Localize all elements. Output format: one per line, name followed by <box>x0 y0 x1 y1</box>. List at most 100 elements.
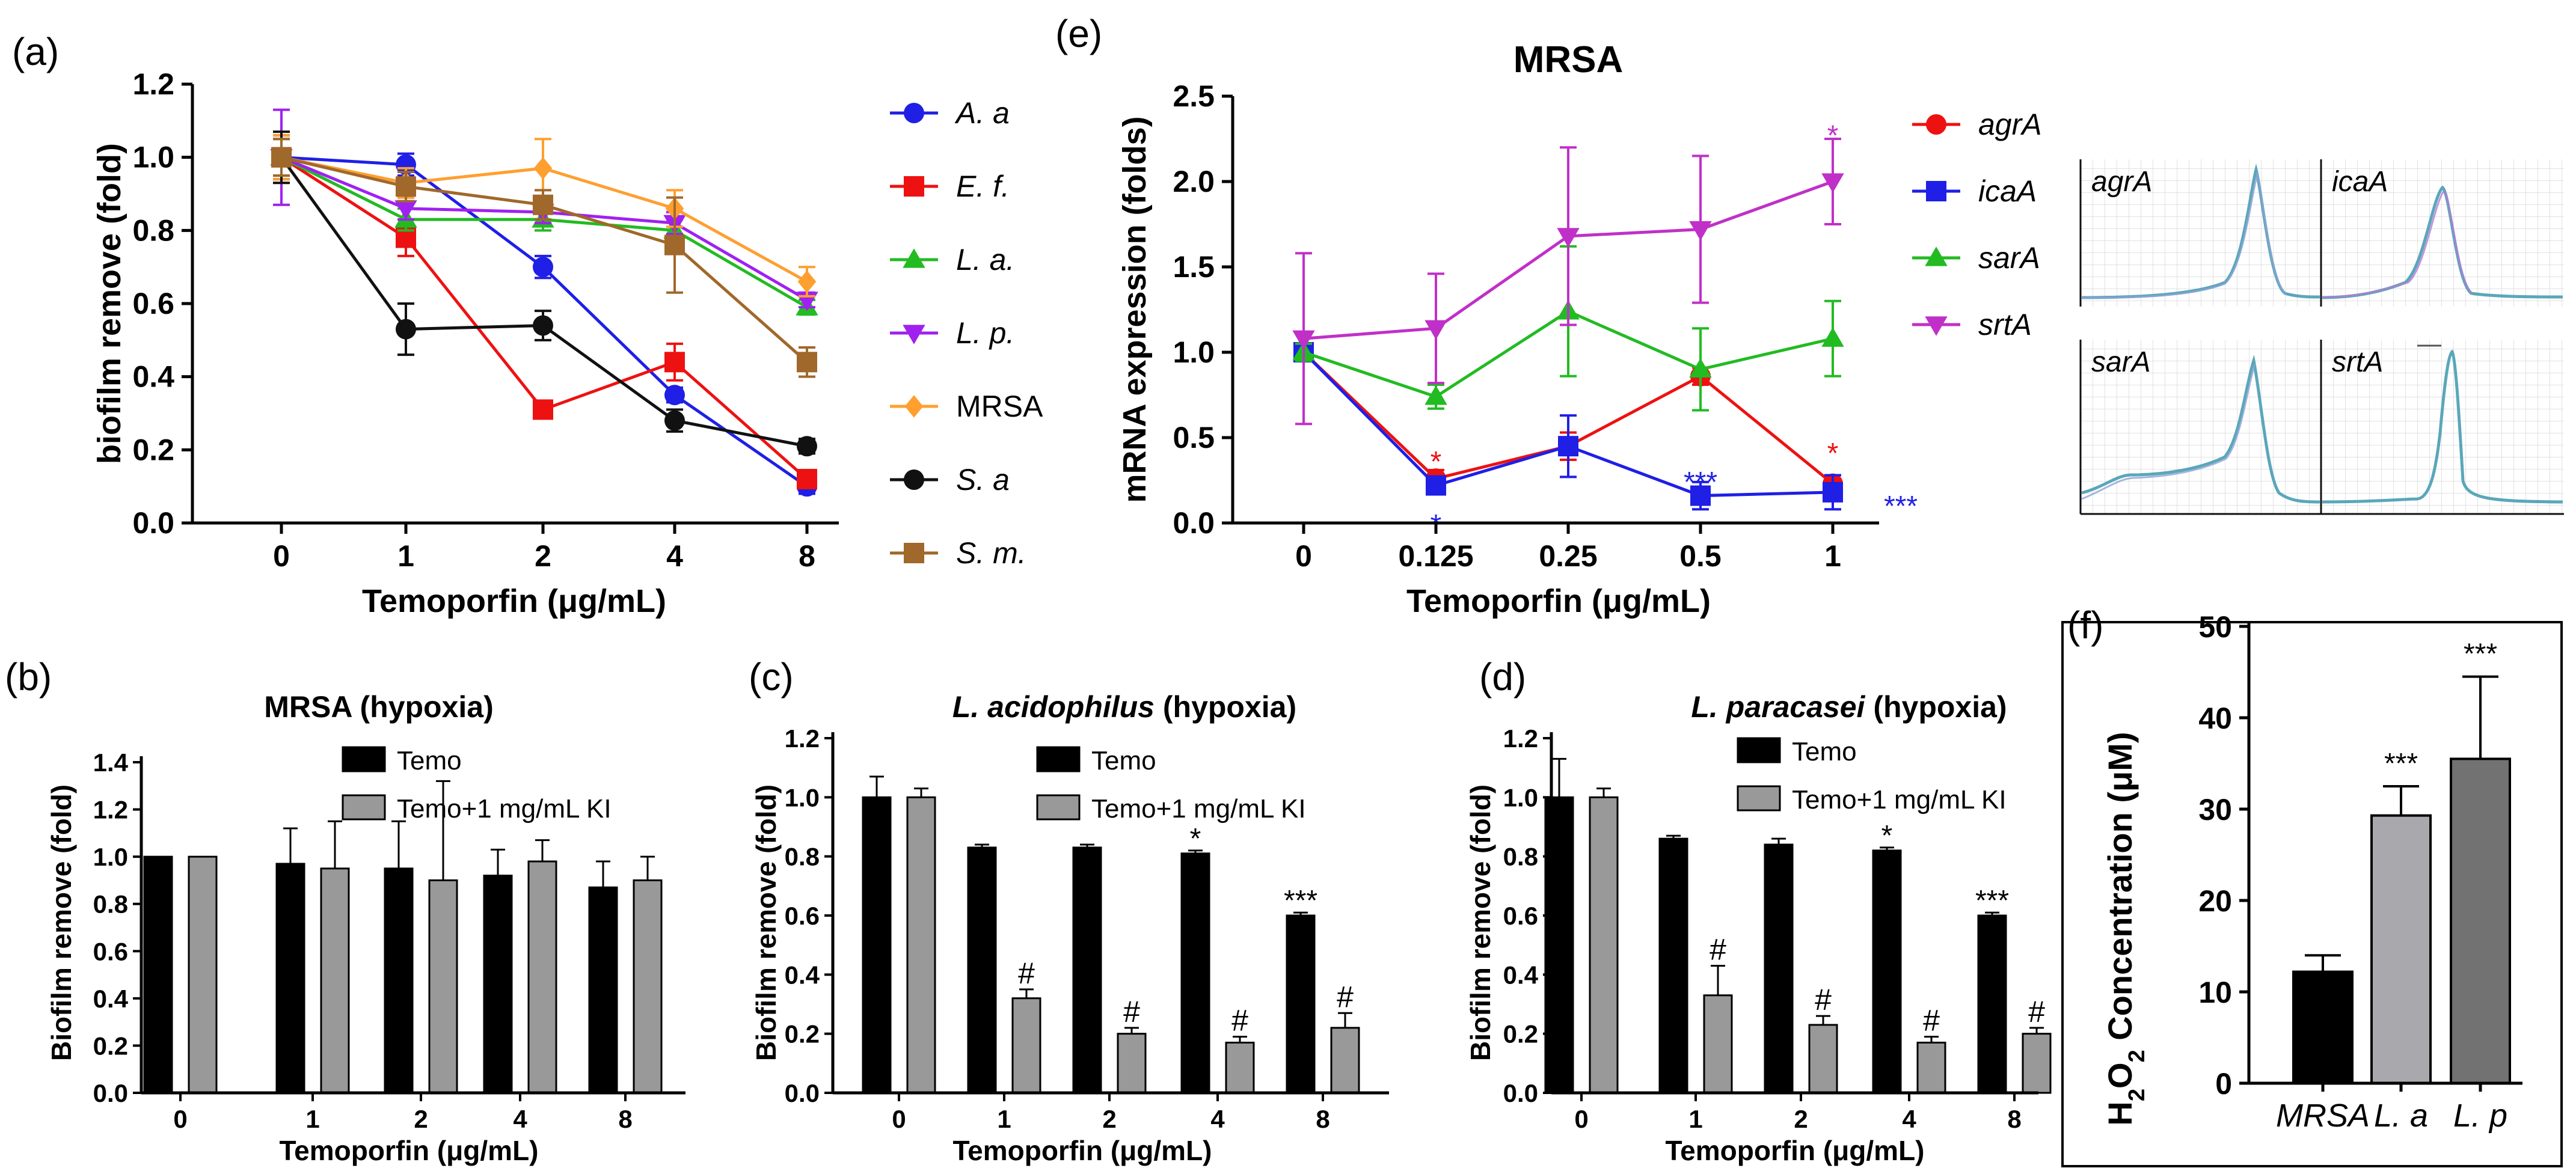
panel-f-frame <box>2061 621 2563 1167</box>
f-significance-mark: *** <box>2384 748 2418 780</box>
melt-curve-agrA-bg <box>2081 159 2321 307</box>
d-bar <box>1977 914 2007 1094</box>
e-series-3 <box>1292 138 1844 426</box>
a-ytick-label: 1.0 <box>132 141 174 174</box>
e-ytick-label: 2.0 <box>1173 165 1215 198</box>
melt-label-agrA: agrA <box>2091 166 2152 198</box>
e-data-point <box>1821 327 1844 347</box>
e-xtick-label: 0.125 <box>1398 539 1473 573</box>
f-bar <box>2292 970 2354 1085</box>
c-bar <box>906 796 936 1094</box>
b-xtick-label: 8 <box>618 1105 632 1133</box>
d-bar <box>1589 796 1619 1094</box>
a-ytick-label: 0.8 <box>132 213 174 247</box>
a-data-point <box>664 352 685 373</box>
b-legend-label: Temo <box>397 746 462 775</box>
a-ytick-label: 0.2 <box>132 433 174 466</box>
d-ytick-label: 0.2 <box>1503 1020 1538 1048</box>
e-data-point <box>1557 228 1580 248</box>
e-legend-label: sarA <box>1978 241 2040 275</box>
e-legend-label: srtA <box>1978 308 2032 341</box>
d-legend-swatch <box>1737 785 1781 812</box>
f-xtick-label: L. a <box>2374 1098 2428 1134</box>
b-bar <box>275 863 305 1094</box>
c-xtick-label: 0 <box>892 1105 906 1133</box>
panel-d-xlabel: Temoporfin (μg/mL) <box>1665 1135 1924 1166</box>
e-data-point <box>1689 221 1712 241</box>
panel-c-plot: 0.00.20.40.60.81.01.20 1 2 4 8****## ##TemoTe… <box>785 724 1389 1133</box>
b-bar <box>384 867 414 1094</box>
a-legend-label: L. p. <box>956 316 1014 350</box>
melt-label-sarA: sarA <box>2091 346 2151 378</box>
panel-e-xlabel: Temoporfin (μg/mL) <box>1406 583 1711 619</box>
a-legend-label: L. a. <box>956 243 1014 277</box>
f-xtick-label: L. p <box>2453 1098 2507 1134</box>
a-xtick-label: 2 <box>535 539 551 573</box>
c-bar <box>1072 846 1102 1094</box>
a-xtick-label: 8 <box>799 539 815 573</box>
c-significance-mark: * <box>1190 823 1201 855</box>
panel-d-ylabel: Biofilm remove (fold) <box>1465 784 1496 1061</box>
a-legend-marker <box>904 395 924 418</box>
b-xtick-label: 4 <box>513 1105 527 1133</box>
a-legend-item: MRSA <box>890 390 1043 423</box>
e-data-point <box>1823 482 1843 503</box>
d-ytick-label: 0.0 <box>1503 1079 1538 1107</box>
d-ytick-label: 1.2 <box>1503 724 1538 753</box>
panel-c-ylabel: Biofilm remove (fold) <box>750 784 782 1061</box>
panel-e-x-ticks: 0 0.125 0.25 0.5 1 <box>1295 523 1841 573</box>
e-data-point <box>1426 475 1446 496</box>
melt-curve-grid: agrA icaA sarA srtA <box>2079 159 2564 515</box>
d-ytick-label: 0.8 <box>1503 843 1538 871</box>
d-bar <box>1872 849 1902 1094</box>
d-significance-mark: # <box>1815 983 1832 1017</box>
d-bar <box>2022 1033 2052 1094</box>
a-data-point <box>664 410 685 431</box>
panel-b: (b) MRSA (hypoxia) 0.0 0.2 0.4 0.6 0.8 1.0 1.2… <box>5 655 685 1166</box>
a-data-point <box>394 200 417 220</box>
a-data-point <box>533 194 553 215</box>
panel-a-x-ticks: 0 1 2 4 8 <box>273 523 815 573</box>
a-ytick-label: 0.0 <box>132 506 174 540</box>
e-data-point <box>1690 485 1711 506</box>
b-bar <box>320 867 350 1094</box>
e-xtick-label: 0.5 <box>1679 539 1722 573</box>
a-legend-item: E. f. <box>890 170 1010 203</box>
panel-c: (c) L. acidophilus (hypoxia) 0.0 0.2 0.4 0.… <box>749 655 1389 1166</box>
b-bar <box>143 855 173 1094</box>
f-xtick-label: MRSA <box>2276 1098 2370 1134</box>
e-ytick-label: 1.5 <box>1173 250 1215 284</box>
a-data-point <box>271 147 292 168</box>
f-bar <box>2370 814 2432 1084</box>
panel-f-plot: 0 10 20 30 40 50 MRSA *** L. a *** L. p <box>2198 610 2522 1134</box>
c-ytick-label: 1.2 <box>785 724 820 753</box>
a-xtick-label: 1 <box>397 539 414 573</box>
b-ytick-label: 1.4 <box>93 748 129 777</box>
e-data-point <box>1689 358 1712 378</box>
f-significance-mark: *** <box>2464 638 2497 670</box>
e-data-point <box>1821 173 1844 193</box>
a-legend-label: E. f. <box>956 170 1010 203</box>
panel-label-d: (d) <box>1479 655 1526 699</box>
f-ytick-label: 10 <box>2198 976 2232 1009</box>
a-ytick-label: 0.4 <box>132 360 174 394</box>
d-xtick-label: 1 <box>1688 1105 1702 1133</box>
panel-a-legend: A. a E. f. L. a. L. p. MRSA S. a S. m. <box>890 96 1043 570</box>
panel-e: (e) MRSA 0.0 0.5 1.0 1.5 2.0 2.5 0 0.125 0.25 0.… <box>1055 12 2564 619</box>
b-bar <box>527 860 557 1094</box>
c-significance-mark: # <box>1123 995 1140 1029</box>
f-ytick-label: 20 <box>2198 884 2232 918</box>
c-bar <box>1180 852 1210 1094</box>
d-significance-mark: *** <box>1975 885 2009 917</box>
d-significance-mark: # <box>1923 1004 1940 1038</box>
a-legend-label: A. a <box>954 96 1010 130</box>
a-xtick-label: 0 <box>273 539 290 573</box>
c-xtick-label: 2 <box>1102 1105 1116 1133</box>
panel-d: (d) L. paracasei (hypoxia) 0.0 0.2 0.4 0.6 0… <box>1465 655 2052 1166</box>
e-legend-item: icaA <box>1912 174 2037 208</box>
e-ytick-label: 0.5 <box>1173 421 1215 454</box>
panel-a: (a) 0.0 0.2 0.4 0.6 0.8 1.0 1.2 0 1 2 4 8 biofilm … <box>12 30 1043 619</box>
c-significance-mark: # <box>1337 980 1354 1013</box>
a-legend-item: A. a <box>890 96 1010 130</box>
